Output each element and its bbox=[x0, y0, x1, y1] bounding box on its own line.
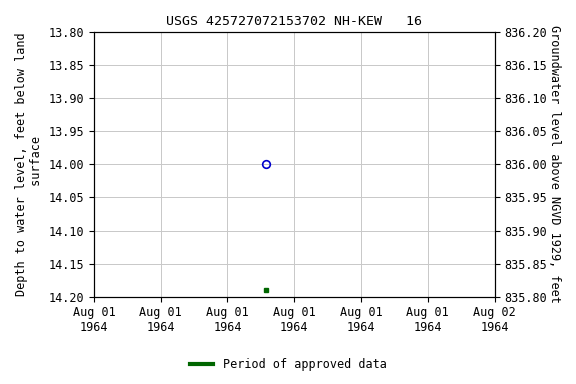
Y-axis label: Depth to water level, feet below land
 surface: Depth to water level, feet below land su… bbox=[15, 33, 43, 296]
Y-axis label: Groundwater level above NGVD 1929, feet: Groundwater level above NGVD 1929, feet bbox=[548, 25, 561, 303]
Legend: Period of approved data: Period of approved data bbox=[185, 354, 391, 376]
Title: USGS 425727072153702 NH-KEW   16: USGS 425727072153702 NH-KEW 16 bbox=[166, 15, 422, 28]
